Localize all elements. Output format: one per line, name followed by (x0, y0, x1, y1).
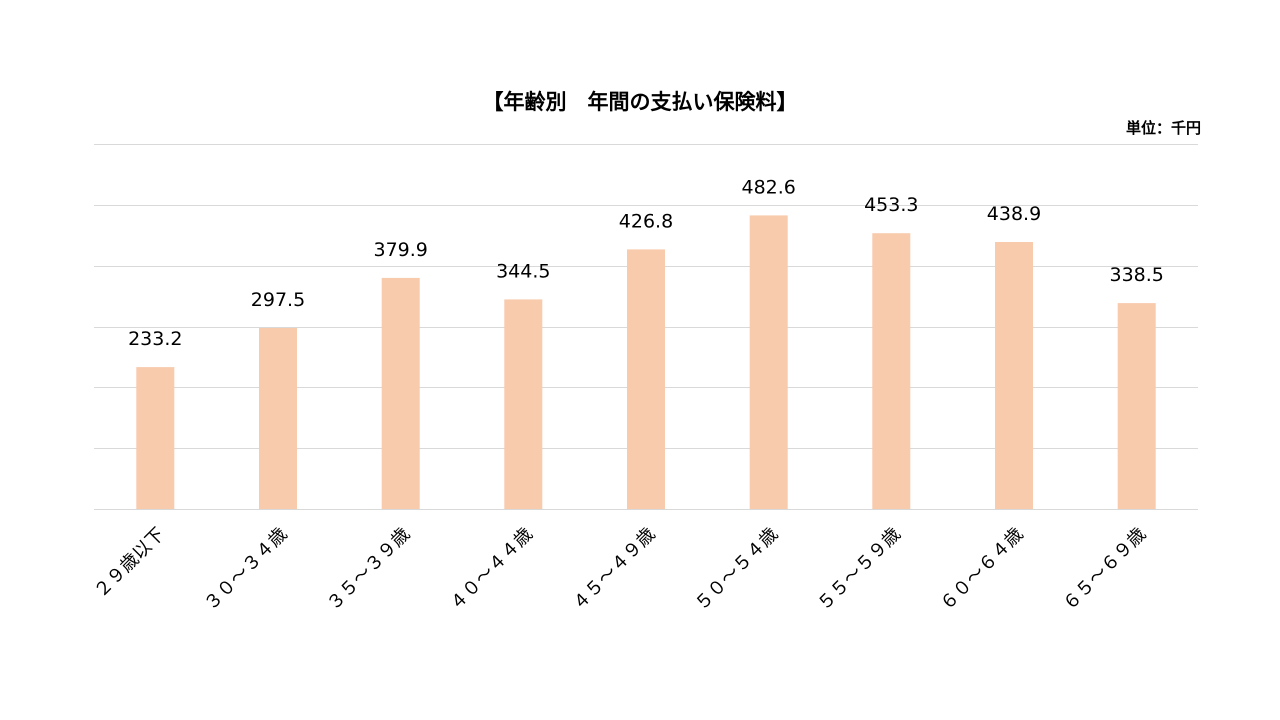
bar (136, 367, 175, 509)
bar (872, 233, 911, 509)
data-label: 426.8 (619, 210, 673, 232)
x-tick-label: ６０～６４歳 (936, 524, 1027, 615)
x-tick-label: ３０～３４歳 (200, 524, 291, 615)
bar (627, 249, 665, 509)
data-label: 482.6 (741, 176, 795, 198)
bar (381, 277, 420, 509)
data-label: 338.5 (1109, 264, 1163, 286)
x-tick-label: ４０～４４歳 (446, 524, 537, 615)
x-tick-label: ５５～５９歳 (814, 524, 905, 615)
bar (749, 215, 788, 509)
bar (1117, 303, 1156, 509)
bar (259, 328, 297, 509)
bar (504, 299, 543, 509)
chart-title: 【年齢別 年間の支払い保険料】 (482, 90, 798, 114)
data-label: 438.9 (987, 203, 1041, 225)
x-tick-label: ３５～３９歳 (323, 524, 414, 615)
x-tick-label: ６５～６９歳 (1059, 524, 1150, 615)
data-label: 453.3 (864, 194, 918, 216)
data-label: 233.2 (128, 328, 182, 350)
x-tick-label: ４５～４９歳 (568, 524, 659, 615)
x-tick-label: ５０～５４歳 (691, 524, 782, 615)
data-label: 344.5 (496, 260, 550, 282)
bar (995, 242, 1033, 509)
x-tick-label: ２９歳以下 (90, 524, 168, 602)
data-label: 379.9 (373, 239, 427, 261)
unit-label: 単位：千円 (1125, 119, 1201, 137)
data-label: 297.5 (251, 289, 305, 311)
